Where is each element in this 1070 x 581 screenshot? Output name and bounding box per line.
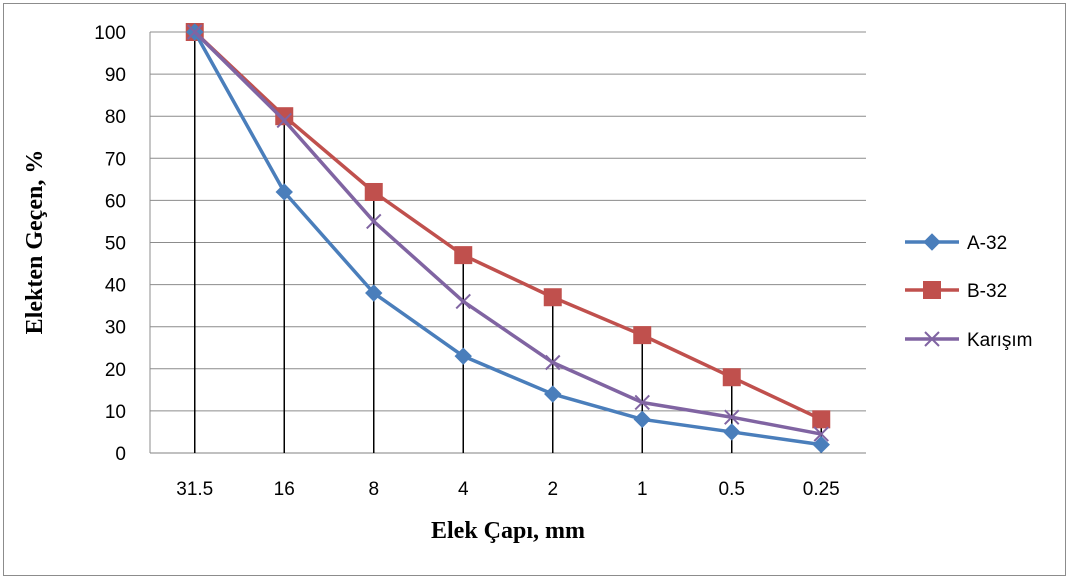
data-point (812, 410, 831, 429)
series-group (185, 23, 831, 454)
x-marker-stroke (724, 409, 740, 425)
x-tick-label: 8 (368, 479, 379, 500)
series-line-1 (193, 30, 822, 421)
y-tick-labels: 0 10 20 30 40 50 60 70 80 90 100 (94, 23, 126, 465)
y-tick-label: 20 (105, 360, 126, 381)
y-tick-label: 50 (105, 234, 126, 255)
x-marker-stroke (366, 213, 382, 230)
x-marker-stroke (634, 394, 650, 411)
x-tick-label: 31.5 (176, 479, 213, 500)
data-point (275, 183, 293, 201)
y-tick-label: 80 (105, 107, 126, 128)
x-tick-label: 1 (637, 479, 648, 500)
x-marker-stroke (813, 426, 829, 442)
data-point (187, 24, 203, 40)
x-tick-label: 0.25 (803, 479, 840, 500)
gridlines (149, 31, 866, 454)
data-point (724, 409, 740, 425)
x-tick-label: 16 (274, 479, 295, 500)
x-axis-title: Elek Çapı, mm (431, 518, 585, 544)
data-point (633, 410, 651, 429)
y-axis-title: Elekten Geçen, % (22, 150, 48, 335)
x-tick-labels: 31.5 16 8 4 2 1 0.5 0.25 (176, 479, 839, 500)
data-point (723, 423, 741, 441)
data-point (543, 288, 562, 307)
data-point (544, 385, 562, 403)
x-tick-label: 0.5 (719, 479, 745, 500)
legend-label-1: B-32 (967, 281, 1007, 302)
data-point (454, 347, 472, 365)
data-point (276, 112, 292, 129)
legend-label-0: A-32 (967, 233, 1007, 254)
y-tick-label: 70 (105, 149, 126, 170)
legend-marker-1 (923, 281, 941, 299)
series-line-2 (193, 30, 822, 436)
data-point (454, 246, 473, 265)
x-tick-label: 4 (458, 479, 469, 500)
y-tick-label: 0 (115, 444, 126, 465)
y-tick-label: 40 (105, 276, 126, 297)
series-line-0 (193, 31, 822, 447)
data-point (455, 293, 471, 310)
data-point (812, 435, 830, 454)
x-marker-stroke (187, 24, 203, 40)
y-tick-label: 10 (105, 402, 126, 423)
x-marker-stroke (455, 293, 471, 310)
x-marker-stroke (545, 354, 561, 371)
data-point (275, 107, 294, 126)
legend: A-32 B-32 Karışım (905, 233, 1032, 351)
legend-label-2: Karışım (967, 330, 1032, 351)
x-tick-label: 2 (547, 479, 558, 500)
legend-marker-2 (924, 331, 940, 347)
data-point (634, 394, 650, 411)
data-point (545, 354, 561, 371)
data-point (722, 368, 741, 387)
legend-marker-0 (923, 233, 941, 251)
x-marker-stroke (924, 331, 940, 347)
y-tick-label: 30 (105, 318, 126, 339)
y-tick-label: 90 (105, 65, 126, 86)
y-tick-label: 60 (105, 191, 126, 212)
data-point (813, 426, 829, 442)
x-marker-stroke (276, 112, 292, 129)
data-point (366, 213, 382, 230)
data-point (364, 182, 383, 201)
y-tick-label: 100 (94, 23, 126, 44)
data-point (365, 284, 383, 302)
data-point (633, 326, 652, 345)
